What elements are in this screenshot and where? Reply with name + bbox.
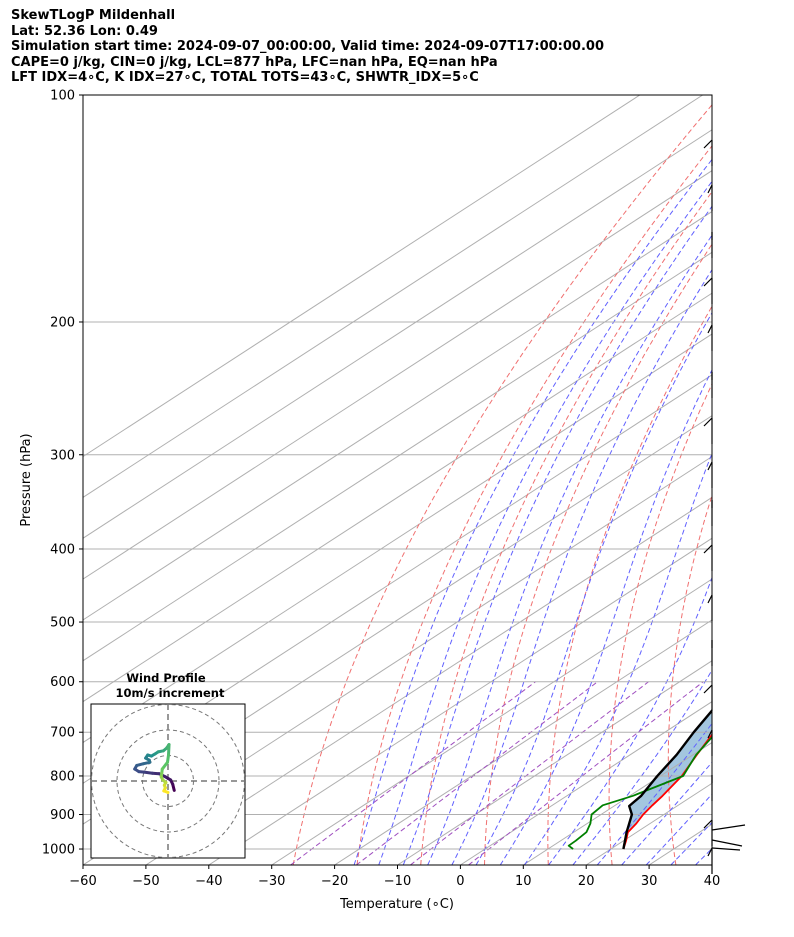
x-tick-label: −20 — [321, 874, 348, 889]
stability-parameters: CAPE=0 j/kg, CIN=0 j/kg, LCL=877 hPa, LF… — [11, 54, 498, 70]
wind-barb — [707, 594, 713, 621]
station-title: SkewTLogP Mildenhall — [11, 8, 176, 23]
x-tick-label: −40 — [195, 874, 222, 889]
dry-adiabat-line — [484, 243, 712, 865]
wind-barb — [703, 277, 713, 304]
moist-adiabat-line — [427, 234, 712, 865]
y-axis-label: Pressure (hPa) — [19, 433, 34, 526]
x-tick-label: 20 — [578, 874, 595, 889]
x-tick-label: 0 — [456, 874, 464, 889]
moist-adiabat-line — [645, 793, 712, 865]
wind-barb — [711, 824, 746, 831]
moist-adiabat-line — [378, 180, 712, 865]
dry-adiabat-line — [726, 95, 794, 865]
dewpoint-profile-line — [567, 735, 712, 850]
y-tick-label: 1000 — [42, 843, 75, 858]
x-axis-label: Temperature (∘C) — [339, 897, 454, 912]
mixing-ratio-line — [355, 681, 598, 865]
hodograph-subtitle: 10m/s increment — [116, 686, 225, 700]
dry-adiabat-line — [608, 382, 712, 865]
moist-adiabat-line — [524, 452, 712, 865]
y-tick-label: 700 — [50, 726, 75, 741]
dry-adiabat-line — [547, 305, 712, 865]
x-tick-label: −30 — [258, 874, 285, 889]
wind-barb — [703, 417, 713, 444]
stability-indices: LFT IDX=4∘C, K IDX=27∘C, TOTAL TOTS=43∘C… — [11, 70, 479, 85]
isotherm-line — [397, 660, 712, 865]
y-tick-label: 200 — [50, 315, 75, 330]
y-tick-label: 900 — [50, 808, 75, 823]
isotherm-line — [208, 537, 712, 865]
isotherm-line — [83, 95, 641, 458]
mixing-ratio-line — [290, 681, 536, 865]
isotherm-line — [648, 823, 712, 865]
x-tick-label: −10 — [384, 874, 411, 889]
mixing-ratio-line — [468, 681, 704, 865]
dry-adiabat-line — [292, 104, 712, 865]
isotherm-line — [271, 578, 712, 865]
moist-adiabat-line — [621, 761, 712, 865]
y-tick-label: 600 — [50, 675, 75, 690]
y-tick-label: 800 — [50, 769, 75, 784]
cin-shaded-area — [623, 710, 712, 849]
wind-barb — [711, 847, 741, 851]
moist-adiabat-line — [548, 576, 712, 865]
hodograph-trace-segment — [167, 743, 171, 757]
dry-adiabat-line — [356, 145, 712, 865]
x-tick-label: −60 — [69, 874, 96, 889]
isotherm-line — [460, 701, 712, 865]
wind-barb — [707, 729, 713, 756]
mixing-ratio-line — [410, 681, 649, 865]
y-tick-label: 500 — [50, 616, 75, 631]
moist-adiabat-line — [572, 669, 712, 865]
wind-barb — [707, 324, 713, 351]
wind-barb — [703, 139, 713, 166]
moist-adiabat-line — [353, 158, 712, 865]
temperature-profile-line — [622, 733, 712, 850]
wind-barb — [707, 461, 713, 488]
parcel-profile-line — [622, 708, 712, 850]
moist-adiabat-line — [402, 205, 712, 865]
isotherm-line — [83, 455, 712, 865]
moist-adiabat-line — [475, 311, 712, 865]
wind-barb — [707, 184, 713, 211]
isotherm-line — [83, 210, 712, 621]
y-tick-label: 300 — [50, 448, 75, 463]
simulation-times: Simulation start time: 2024-09-07_00:00:… — [11, 39, 604, 54]
dry-adiabat-line — [781, 95, 794, 865]
hodograph-title: Wind Profile — [126, 671, 206, 685]
moist-adiabat-line — [720, 95, 794, 865]
x-tick-label: 30 — [641, 874, 658, 889]
isotherm-line — [83, 251, 712, 662]
isotherm-line — [83, 170, 712, 580]
isotherm-line — [83, 292, 712, 703]
y-tick-label: 400 — [50, 542, 75, 557]
wind-barb — [707, 847, 713, 874]
x-tick-label: −50 — [132, 874, 159, 889]
station-coordinates: Lat: 52.36 Lon: 0.49 — [11, 23, 158, 39]
isotherm-line — [145, 496, 712, 865]
wind-barb — [711, 839, 743, 847]
hodograph-trace-segment — [162, 789, 170, 794]
moist-adiabat-line — [695, 847, 712, 865]
wind-barb — [703, 819, 713, 846]
wind-barb — [703, 684, 713, 711]
isotherm-line — [83, 129, 712, 539]
isotherm-line — [334, 619, 712, 865]
isotherm-line — [775, 95, 794, 865]
wind-barb — [703, 544, 713, 571]
isotherm-line — [83, 95, 703, 498]
y-tick-label: 100 — [50, 89, 75, 104]
moist-adiabat-line — [499, 368, 712, 865]
x-tick-label: 40 — [704, 874, 721, 889]
dry-adiabat-line — [420, 190, 712, 865]
moist-adiabat-line — [451, 268, 712, 865]
figure-header: SkewTLogP Mildenhall Lat: 52.36 Lon: 0.4… — [11, 8, 791, 86]
isotherm-line — [711, 864, 712, 865]
x-tick-label: 10 — [515, 874, 532, 889]
